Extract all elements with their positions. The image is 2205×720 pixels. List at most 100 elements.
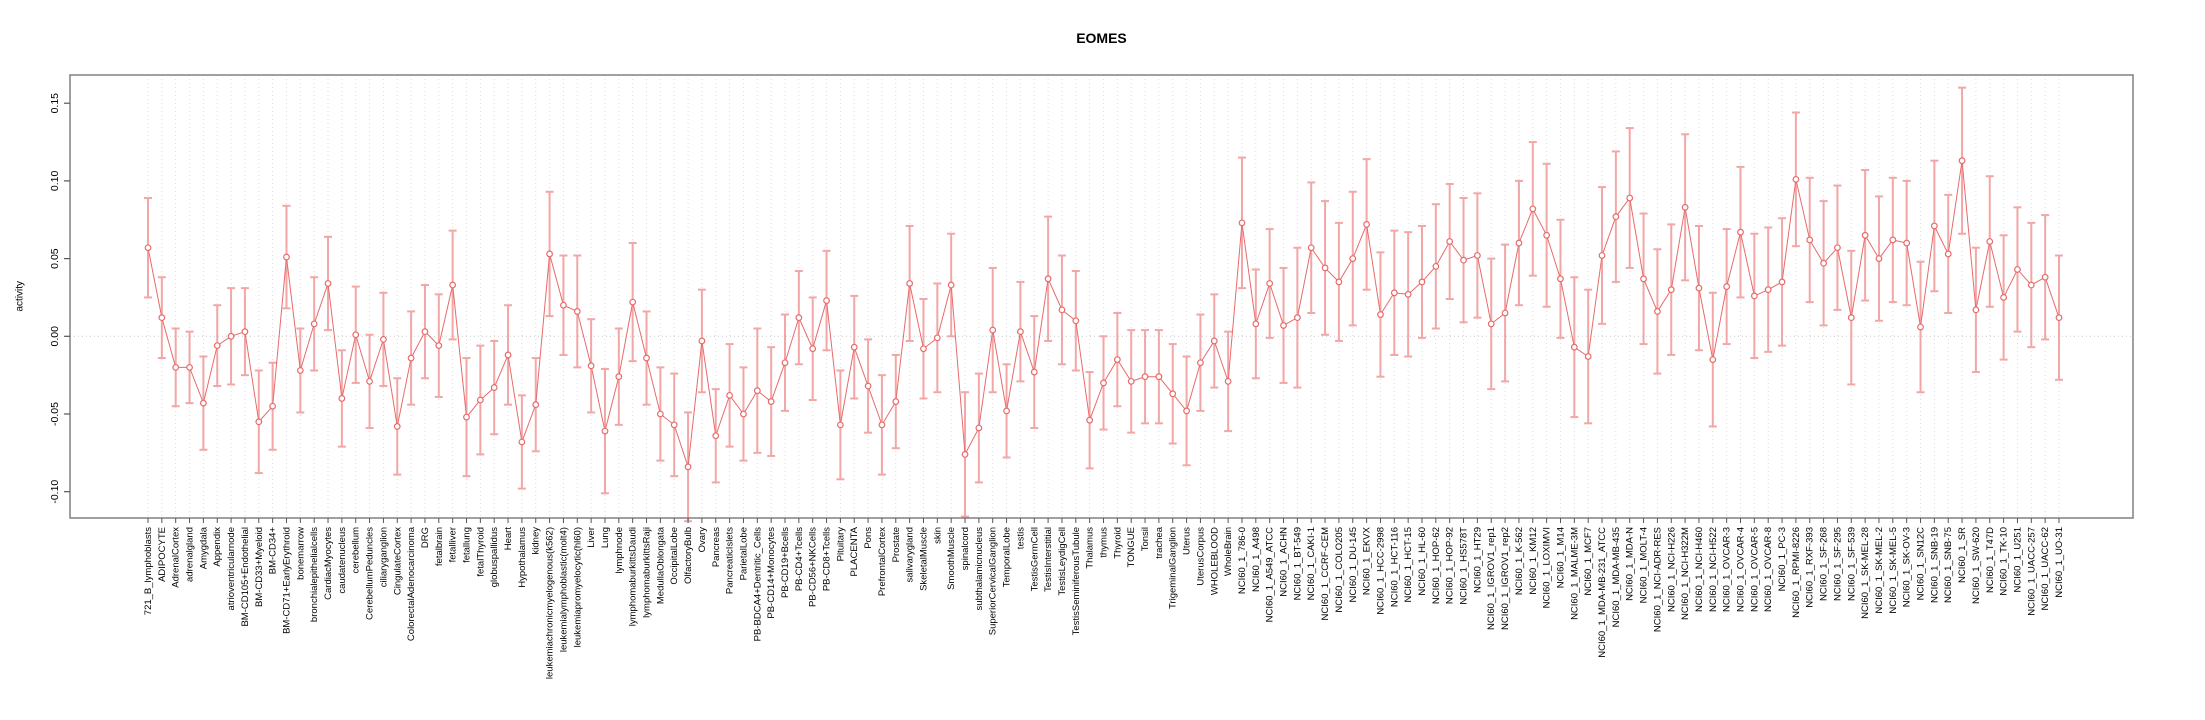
svg-text:NCI60_1_HCC-2998: NCI60_1_HCC-2998 — [1375, 527, 1386, 615]
svg-text:TemporalLobe: TemporalLobe — [1002, 527, 1013, 587]
svg-text:Thalamus: Thalamus — [1085, 527, 1096, 569]
svg-text:NCI60_1_TK-10: NCI60_1_TK-10 — [1999, 527, 2010, 596]
svg-text:Prostate: Prostate — [891, 527, 902, 562]
svg-text:WHOLEBLOOD: WHOLEBLOOD — [1209, 527, 1220, 595]
svg-text:NCI60_1_LOXIMVI: NCI60_1_LOXIMVI — [1542, 527, 1553, 608]
svg-text:NCI60_1_SW-620: NCI60_1_SW-620 — [1971, 527, 1982, 604]
svg-text:TestisInterstitial: TestisInterstitial — [1043, 527, 1054, 592]
svg-text:SkeletalMuscle: SkeletalMuscle — [918, 527, 929, 591]
svg-text:-0.10: -0.10 — [49, 480, 61, 504]
svg-text:NCI60_1_ACHN: NCI60_1_ACHN — [1279, 527, 1290, 597]
svg-text:NCI60_1_T47D: NCI60_1_T47D — [1985, 527, 1996, 593]
svg-text:BM-CD33+Myeloid: BM-CD33+Myeloid — [254, 527, 265, 607]
svg-text:lymphnode: lymphnode — [614, 527, 625, 573]
svg-text:NCI60_1_OVCAR-3: NCI60_1_OVCAR-3 — [1722, 527, 1733, 612]
svg-text:spinalcord: spinalcord — [960, 527, 971, 570]
svg-text:0.10: 0.10 — [49, 171, 61, 192]
svg-text:NCI60_1_KM12: NCI60_1_KM12 — [1528, 527, 1539, 595]
svg-text:NCI60_1_MCF7: NCI60_1_MCF7 — [1583, 527, 1594, 596]
svg-text:TrigeminalGanglion: TrigeminalGanglion — [1168, 527, 1179, 609]
svg-text:bronchialepithelialcells: bronchialepithelialcells — [309, 527, 320, 622]
svg-text:NCI60_1_PC-3: NCI60_1_PC-3 — [1777, 527, 1788, 591]
svg-text:DRG: DRG — [420, 527, 431, 548]
svg-text:NCI60_1_M14: NCI60_1_M14 — [1555, 527, 1566, 588]
svg-text:NCI60_1_HCT-15: NCI60_1_HCT-15 — [1403, 527, 1414, 603]
svg-text:Amygdala: Amygdala — [198, 526, 209, 569]
svg-text:ADIPOCYTE: ADIPOCYTE — [157, 527, 168, 582]
svg-text:PrefrontalCortex: PrefrontalCortex — [877, 527, 888, 596]
svg-text:fetalbrain: fetalbrain — [434, 527, 445, 566]
svg-text:NCI60_1_SF-295: NCI60_1_SF-295 — [1832, 527, 1843, 601]
error-bars — [144, 86, 2063, 523]
svg-text:TestisGermCell: TestisGermCell — [1029, 527, 1040, 591]
svg-text:NCI60_1_A549_ATCC: NCI60_1_A549_ATCC — [1265, 527, 1276, 623]
svg-text:NCI60_1_NCI-ADR-RES: NCI60_1_NCI-ADR-RES — [1652, 527, 1663, 632]
svg-text:NCI60_1_SF-268: NCI60_1_SF-268 — [1819, 527, 1830, 601]
svg-text:globuspallidus: globuspallidus — [489, 527, 500, 587]
svg-text:NCI60_1_MOLT-4: NCI60_1_MOLT-4 — [1639, 527, 1650, 603]
svg-text:NCI60_1_OVCAR-5: NCI60_1_OVCAR-5 — [1749, 527, 1760, 612]
svg-text:testis: testis — [1015, 527, 1026, 549]
svg-text:Pancreas: Pancreas — [711, 527, 722, 567]
svg-text:NCI60_1_HL-60: NCI60_1_HL-60 — [1417, 527, 1428, 596]
data-points — [144, 157, 2063, 471]
svg-text:UterusCorpus: UterusCorpus — [1195, 527, 1206, 586]
svg-text:NCI60_1_MDA-MB-435: NCI60_1_MDA-MB-435 — [1611, 527, 1622, 627]
svg-text:PB-CD56+NKCells: PB-CD56+NKCells — [808, 527, 819, 607]
svg-text:Liver: Liver — [586, 527, 597, 548]
svg-text:PB-CD14+Monocytes: PB-CD14+Monocytes — [766, 527, 777, 619]
svg-text:NCI60_1_MALME-3M: NCI60_1_MALME-3M — [1569, 527, 1580, 620]
svg-text:Ovary: Ovary — [697, 527, 708, 553]
svg-text:bonemarrow: bonemarrow — [295, 527, 306, 580]
svg-text:NCI60_1_UO-31: NCI60_1_UO-31 — [2054, 527, 2065, 598]
svg-text:NCI60_1_HOP-62: NCI60_1_HOP-62 — [1431, 527, 1442, 604]
svg-text:NCI60_1_NCI-H322M: NCI60_1_NCI-H322M — [1680, 527, 1691, 620]
svg-text:PB-CD8+Tcells: PB-CD8+Tcells — [822, 527, 833, 591]
svg-text:NCI60_1_SNB-75: NCI60_1_SNB-75 — [1943, 527, 1954, 603]
svg-text:Thyroid: Thyroid — [1112, 527, 1123, 559]
svg-text:kidney: kidney — [531, 527, 542, 555]
svg-text:TestisLeydigCell: TestisLeydigCell — [1057, 527, 1068, 596]
svg-text:PB-CD4+Tcells: PB-CD4+Tcells — [794, 527, 805, 591]
svg-text:BM-CD34+: BM-CD34+ — [268, 527, 279, 575]
chart-title-text: EOMES — [1076, 30, 1127, 46]
svg-text:BM-CD71+EarlyErythroid: BM-CD71+EarlyErythroid — [281, 527, 292, 634]
svg-text:trachea: trachea — [1154, 526, 1165, 558]
svg-text:Hypothalamus: Hypothalamus — [517, 527, 528, 588]
svg-text:BM-CD105+Endothelial: BM-CD105+Endothelial — [240, 527, 251, 627]
svg-text:NCI60_1_786-0: NCI60_1_786-0 — [1237, 527, 1248, 594]
svg-text:thymus: thymus — [1099, 527, 1110, 558]
svg-text:ParietalLobe: ParietalLobe — [738, 527, 749, 580]
svg-text:0.15: 0.15 — [49, 93, 61, 114]
svg-text:NCI60_1_DU-145: NCI60_1_DU-145 — [1348, 527, 1359, 603]
svg-text:adrenalgland: adrenalgland — [185, 527, 196, 582]
chart-title: EOMES — [0, 30, 2205, 46]
svg-text:NCI60_1_SK-MEL-28: NCI60_1_SK-MEL-28 — [1860, 527, 1871, 619]
svg-text:NCI60_1_SNB-19: NCI60_1_SNB-19 — [1929, 527, 1940, 603]
svg-text:NCI60_1_MDA-MB-231_ATCC: NCI60_1_MDA-MB-231_ATCC — [1597, 527, 1608, 658]
svg-text:Tonsil: Tonsil — [1140, 527, 1151, 551]
svg-text:CingulateCortex: CingulateCortex — [392, 527, 403, 595]
svg-text:PB-BDCA4+Dentritic_Cells: PB-BDCA4+Dentritic_Cells — [752, 527, 763, 642]
svg-text:caudatenucleus: caudatenucleus — [337, 527, 348, 594]
svg-text:NCI60_1_OVCAR-8: NCI60_1_OVCAR-8 — [1763, 527, 1774, 612]
svg-text:-0.05: -0.05 — [49, 402, 61, 426]
svg-text:NCI60_1_SK-OV-3: NCI60_1_SK-OV-3 — [1902, 527, 1913, 607]
svg-text:NCI60_1_SK-MEL-5: NCI60_1_SK-MEL-5 — [1888, 527, 1899, 614]
svg-text:leukemialymphoblastic(molt4): leukemialymphoblastic(molt4) — [558, 527, 569, 652]
svg-text:NCI60_1_SK-MEL-2: NCI60_1_SK-MEL-2 — [1874, 527, 1885, 614]
svg-text:salivarygland: salivarygland — [905, 527, 916, 582]
gridlines — [147, 75, 2060, 518]
svg-text:Uterus: Uterus — [1182, 527, 1193, 555]
svg-text:NCI60_1_A498: NCI60_1_A498 — [1251, 527, 1262, 592]
svg-text:NCI60_1_NCI-H522: NCI60_1_NCI-H522 — [1708, 527, 1719, 612]
svg-text:subthalamicnucleus: subthalamicnucleus — [974, 527, 985, 611]
svg-text:0.00: 0.00 — [49, 326, 61, 347]
x-axis: 721_B_lymphoblasts ADIPOCYTE AdrenalCortex… — [143, 518, 2065, 679]
svg-text:NCI60_1_HT29: NCI60_1_HT29 — [1472, 527, 1483, 593]
svg-text:CerebellumPeduncles: CerebellumPeduncles — [365, 527, 376, 620]
svg-text:NCI60_1_EKVX: NCI60_1_EKVX — [1362, 526, 1373, 595]
svg-text:NCI60_1_NCI-H460: NCI60_1_NCI-H460 — [1694, 527, 1705, 612]
svg-text:fetalliver: fetalliver — [448, 527, 459, 562]
